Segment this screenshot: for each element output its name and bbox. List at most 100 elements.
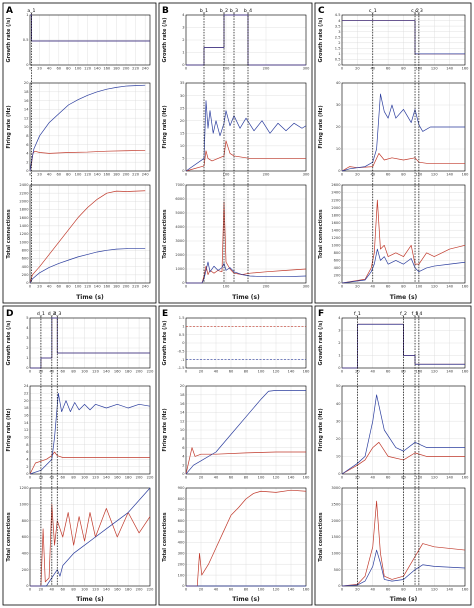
x-tick-label: 120 bbox=[431, 67, 439, 71]
y-tick-label: 3.5 bbox=[335, 24, 341, 28]
x-tick-label: 160 bbox=[103, 285, 111, 289]
connections-subplot: 0 100 200 300 400 500 600 700 800 900 0 20 40 60 80 100… bbox=[162, 486, 310, 591]
y-tick-label: 30 bbox=[336, 103, 341, 107]
x-tick-label: 160 bbox=[114, 370, 122, 374]
blue-series-line bbox=[341, 248, 466, 284]
x-tick-label: 20 bbox=[355, 173, 360, 177]
x-tick-label: 20 bbox=[199, 476, 204, 480]
panel-border bbox=[2, 305, 157, 606]
y-tick-label: 900 bbox=[178, 486, 186, 490]
x-tick-label: 140 bbox=[446, 370, 454, 374]
x-tick-label: 60 bbox=[386, 67, 391, 71]
y-tick-label: 2 bbox=[26, 346, 28, 350]
y-tick-label: 14 bbox=[24, 108, 29, 112]
connections-subplot: 0 1000 2000 3000 4000 5000 6000 7000 0 100 200 300 T… bbox=[162, 183, 310, 288]
x-tick-label: 20 bbox=[355, 370, 360, 374]
panel-D: D012345020406080100120140160180200220Gro… bbox=[2, 305, 157, 606]
x-tick-label: 40 bbox=[370, 476, 375, 480]
y-tick-label: 200 bbox=[22, 568, 30, 572]
x-tick-label: 20 bbox=[355, 67, 360, 71]
y-tick-label: 4 bbox=[26, 458, 29, 462]
x-tick-label: 100 bbox=[415, 285, 423, 289]
x-tick-label: 120 bbox=[273, 588, 281, 592]
y-tick-label: 1200 bbox=[19, 486, 29, 490]
x-tick-label: 160 bbox=[103, 173, 111, 177]
x-tick-label: 120 bbox=[92, 588, 100, 592]
x-tick-label: 100 bbox=[258, 476, 266, 480]
x-tick-label: 140 bbox=[94, 173, 102, 177]
y-axis-label: Total connections bbox=[162, 209, 168, 258]
y-tick-label: 14 bbox=[24, 421, 29, 425]
y-tick-label: 2200 bbox=[331, 198, 341, 202]
y-axis-label: Growth rate (/s) bbox=[318, 17, 324, 62]
event-marker-label: d_1 bbox=[37, 311, 45, 317]
y-tick-label: 500 bbox=[178, 530, 186, 534]
blue-series-line bbox=[29, 84, 146, 172]
y-tick-label: 1 bbox=[338, 354, 340, 358]
x-axis-label: Time (s) bbox=[76, 294, 104, 301]
red-series-line bbox=[341, 441, 465, 475]
y-axis-label: Growth rate (/s) bbox=[162, 320, 168, 365]
y-tick-label: 1000 bbox=[19, 503, 29, 507]
x-tick-label: 200 bbox=[136, 476, 144, 480]
y-tick-label: 0 bbox=[26, 63, 29, 67]
x-tick-label: 20 bbox=[37, 173, 42, 177]
y-tick-label: 200 bbox=[334, 274, 342, 278]
panel-F: F01234020406080100120140160Growth rate (… bbox=[314, 305, 472, 606]
x-tick-label: 120 bbox=[273, 476, 281, 480]
x-tick-label: 100 bbox=[81, 370, 89, 374]
x-tick-label: 100 bbox=[415, 588, 423, 592]
x-tick-label: 220 bbox=[147, 370, 155, 374]
event-marker-label: d_2 bbox=[48, 311, 56, 317]
y-tick-label: 1000 bbox=[19, 240, 29, 244]
y-tick-label: 10 bbox=[180, 144, 185, 148]
x-tick-label: 60 bbox=[386, 370, 391, 374]
y-tick-label: 1200 bbox=[331, 236, 341, 240]
x-tick-label: 120 bbox=[431, 476, 439, 480]
y-tick-label: 0 bbox=[26, 366, 29, 370]
y-tick-label: 400 bbox=[178, 541, 186, 545]
x-tick-label: 40 bbox=[370, 370, 375, 374]
red-series-line bbox=[29, 190, 146, 284]
x-axis-label: Time (s) bbox=[232, 596, 260, 603]
x-tick-label: 0 bbox=[341, 67, 344, 71]
x-tick-label: 200 bbox=[123, 67, 131, 71]
blue-series-line bbox=[30, 14, 150, 42]
panel-label: F bbox=[318, 309, 324, 319]
y-tick-label: 1000 bbox=[331, 552, 341, 556]
y-tick-label: 0 bbox=[338, 169, 341, 173]
y-tick-label: 8 bbox=[26, 443, 29, 447]
event-marker-label: a_1 bbox=[27, 8, 35, 14]
x-axis-label: Time (s) bbox=[390, 596, 418, 603]
x-tick-label: 80 bbox=[66, 67, 71, 71]
x-tick-label: 60 bbox=[229, 476, 234, 480]
y-tick-label: 0 bbox=[182, 472, 185, 476]
x-tick-label: 140 bbox=[288, 370, 296, 374]
x-tick-label: 40 bbox=[370, 285, 375, 289]
growth-subplot: 0 1 2 3 4 0 100 200 300 Growth rate (/s) bbox=[162, 13, 310, 70]
y-tick-label: 16 bbox=[180, 402, 185, 406]
y-tick-label: 1 bbox=[26, 13, 28, 17]
event-marker-label: d_3 bbox=[53, 311, 61, 317]
panel-A: A00.510 20 40 60 80 100 120 140 160 180 200 220 240G… bbox=[2, 2, 157, 304]
y-tick-label: 800 bbox=[22, 519, 30, 523]
y-tick-label: 30 bbox=[180, 94, 185, 98]
x-tick-label: 160 bbox=[103, 67, 111, 71]
red-series-line bbox=[186, 201, 307, 284]
blue-series-line bbox=[341, 93, 465, 172]
x-tick-label: 220 bbox=[132, 173, 140, 177]
plot-frame bbox=[29, 14, 151, 66]
x-tick-label: 20 bbox=[355, 476, 360, 480]
event-marker-label: f_3 bbox=[412, 311, 419, 317]
blue-series-line bbox=[342, 20, 465, 55]
x-tick-label: 160 bbox=[303, 588, 311, 592]
y-tick-label: 200 bbox=[178, 562, 186, 566]
y-tick-label: 10 bbox=[336, 455, 341, 459]
x-tick-label: 40 bbox=[214, 588, 219, 592]
y-tick-label: 2 bbox=[338, 41, 340, 45]
y-tick-label: 15 bbox=[180, 131, 185, 135]
